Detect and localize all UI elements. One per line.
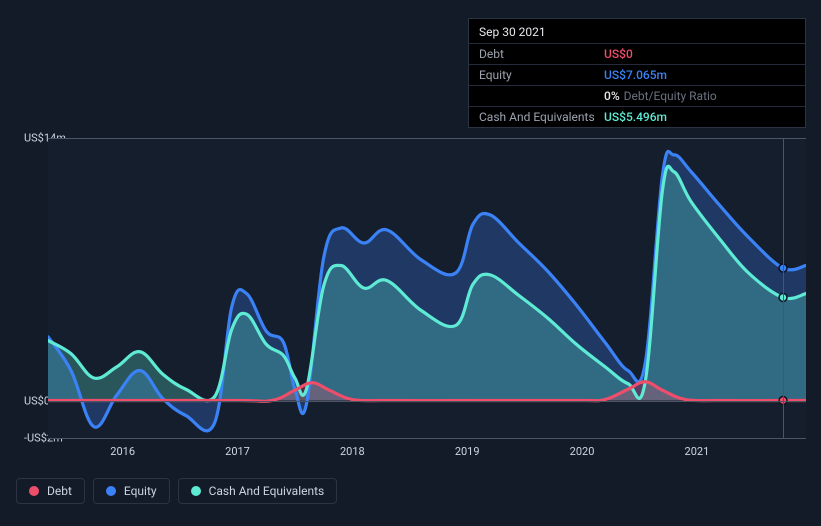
tooltip-row-value: 0% (604, 89, 620, 103)
gridline (48, 438, 806, 439)
crosshair-line (783, 138, 784, 438)
legend-label: Debt (47, 484, 72, 498)
legend-item-equity[interactable]: Equity (93, 478, 170, 504)
tooltip-row-value: US$5.496m (604, 110, 667, 124)
x-axis-label: 2021 (685, 445, 710, 458)
x-axis-label: 2017 (225, 445, 250, 458)
tooltip-row-label (479, 89, 604, 103)
legend-label: Cash And Equivalents (209, 484, 325, 498)
plot-area[interactable] (48, 138, 806, 438)
gridline (48, 138, 806, 139)
legend-item-debt[interactable]: Debt (16, 478, 85, 504)
chart-tooltip: Sep 30 2021 DebtUS$0EquityUS$7.065m0% De… (468, 18, 806, 128)
tooltip-row-label: Equity (479, 68, 604, 82)
legend-swatch (29, 486, 39, 496)
tooltip-row-value: US$0 (604, 47, 633, 61)
legend-swatch (191, 486, 201, 496)
chart-legend: Debt Equity Cash And Equivalents (16, 478, 337, 504)
legend-swatch (106, 486, 116, 496)
tooltip-row-label: Debt (479, 47, 604, 61)
debt-equity-chart[interactable]: US$14mUS$0-US$2m 20162017201820192020202… (16, 120, 806, 460)
legend-label: Equity (124, 484, 157, 498)
tooltip-row: EquityUS$7.065m (469, 64, 805, 85)
x-axis-label: 2019 (455, 445, 480, 458)
x-axis-label: 2018 (340, 445, 365, 458)
x-axis-label: 2020 (570, 445, 595, 458)
x-axis-label: 2016 (110, 445, 135, 458)
tooltip-row-extra: Debt/Equity Ratio (624, 89, 717, 103)
tooltip-row-label: Cash And Equivalents (479, 110, 604, 124)
tooltip-row: Cash And EquivalentsUS$5.496m (469, 106, 805, 127)
tooltip-row-value: US$7.065m (604, 68, 667, 82)
tooltip-row: 0% Debt/Equity Ratio (469, 85, 805, 106)
tooltip-date: Sep 30 2021 (469, 19, 805, 43)
tooltip-row: DebtUS$0 (469, 43, 805, 64)
legend-item-cash[interactable]: Cash And Equivalents (178, 478, 338, 504)
gridline (48, 401, 806, 402)
